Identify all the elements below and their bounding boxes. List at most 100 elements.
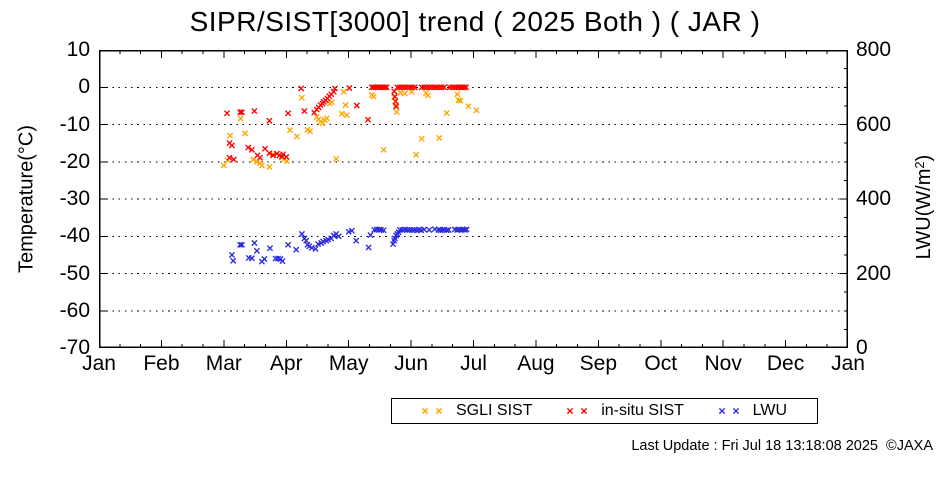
data-point-marker	[462, 84, 470, 91]
data-point-marker	[298, 85, 305, 92]
data-point-marker	[406, 226, 413, 233]
data-point-marker	[461, 226, 468, 233]
data-point-marker	[230, 257, 237, 264]
data-point-marker	[370, 93, 377, 100]
data-point-marker	[404, 84, 411, 91]
data-point-marker	[457, 97, 464, 104]
data-point-marker	[338, 110, 345, 117]
data-point-marker	[399, 84, 406, 91]
data-point-marker	[443, 109, 450, 117]
tick-label: Oct	[644, 352, 678, 375]
data-point-marker	[330, 88, 337, 95]
data-point-marker	[473, 107, 480, 114]
data-point-marker	[228, 251, 235, 258]
data-point-marker	[238, 241, 245, 248]
data-point-marker	[220, 162, 227, 169]
legend-item-sgli-sist: SGLI SIST	[418, 402, 532, 420]
data-point-marker	[364, 116, 372, 123]
data-point-marker	[424, 92, 431, 99]
data-point-marker	[331, 85, 338, 92]
data-point-marker	[346, 84, 353, 92]
tick-label: -20	[59, 149, 90, 173]
data-point-marker	[228, 142, 235, 149]
data-point-marker	[261, 255, 268, 263]
data-point-marker	[286, 127, 294, 134]
data-point-marker	[298, 94, 305, 101]
data-point-marker	[436, 134, 443, 141]
data-point-marker	[303, 237, 310, 244]
data-point-marker	[409, 226, 416, 233]
data-point-marker	[401, 90, 408, 97]
data-point-marker	[270, 152, 277, 159]
data-point-marker	[266, 150, 273, 157]
data-point-marker	[441, 84, 448, 91]
data-point-marker	[436, 84, 443, 91]
data-point-marker	[406, 84, 413, 91]
data-point-marker	[251, 108, 258, 115]
data-point-marker	[301, 108, 308, 115]
data-point-marker	[401, 84, 408, 91]
data-point-marker	[413, 151, 420, 158]
data-point-marker	[383, 84, 390, 91]
data-point-marker	[396, 84, 403, 91]
tick-label: 800	[856, 38, 892, 61]
legend-item-insitu-sist: in-situ SIST	[563, 402, 684, 420]
data-point-marker	[242, 130, 249, 137]
tick-label: 10	[66, 38, 90, 61]
legend-label-lwu: LWU	[752, 402, 787, 419]
data-point-marker	[319, 120, 326, 127]
data-point-marker	[226, 154, 233, 161]
data-point-marker	[245, 144, 252, 151]
data-point-marker	[418, 135, 425, 142]
lwu-label-main: LWU(W/m	[913, 168, 935, 260]
legend-label-sgli-sist: SGLI SIST	[456, 402, 533, 419]
tick-label: Mar	[205, 352, 242, 375]
data-point-marker	[353, 237, 360, 244]
tick-label: -60	[59, 298, 90, 322]
data-point-marker	[266, 163, 273, 171]
data-point-marker	[343, 112, 350, 119]
data-point-marker	[283, 153, 290, 160]
data-point-marker	[266, 117, 273, 124]
lwu-marker-icon	[718, 407, 739, 415]
data-point-marker	[367, 232, 374, 239]
legend-item-lwu: LWU	[715, 402, 787, 420]
data-point-marker	[251, 239, 258, 247]
data-point-marker	[237, 115, 244, 122]
data-point-marker	[393, 103, 400, 110]
tick-label: Apr	[269, 352, 303, 375]
legend: SGLI SIST in-situ SIST LWU	[391, 398, 818, 424]
data-point-marker	[445, 226, 452, 233]
data-point-marker	[258, 162, 265, 169]
data-point-marker	[393, 109, 400, 116]
tick-label: 200	[856, 261, 892, 285]
last-update-text: Last Update : Fri Jul 18 13:18:08 2025 ©…	[631, 438, 933, 454]
data-point-marker	[463, 226, 470, 233]
data-point-marker	[421, 84, 428, 91]
tick-label: May	[328, 352, 369, 375]
data-point-marker	[365, 244, 372, 251]
data-point-marker	[230, 156, 237, 163]
data-point-marker	[323, 115, 330, 122]
data-point-marker	[391, 93, 398, 100]
data-point-marker	[248, 146, 255, 153]
tick-label: 600	[856, 112, 892, 136]
data-point-marker	[227, 132, 234, 139]
tick-label: Jan	[831, 352, 865, 375]
data-point-marker	[285, 110, 292, 117]
data-point-marker	[340, 88, 347, 95]
tick-label: Dec	[766, 352, 805, 375]
data-point-marker	[342, 102, 349, 109]
tick-label: Aug	[517, 352, 555, 375]
data-point-marker	[335, 233, 342, 240]
data-point-marker	[298, 230, 305, 238]
data-point-marker	[380, 146, 387, 153]
data-point-marker	[238, 109, 245, 116]
lwu-label-close: )	[913, 154, 935, 162]
data-point-marker	[237, 241, 244, 248]
data-point-marker	[261, 145, 269, 152]
data-point-marker	[404, 226, 411, 233]
data-point-marker	[421, 226, 428, 233]
data-point-marker	[461, 84, 468, 91]
data-point-marker	[256, 154, 264, 161]
